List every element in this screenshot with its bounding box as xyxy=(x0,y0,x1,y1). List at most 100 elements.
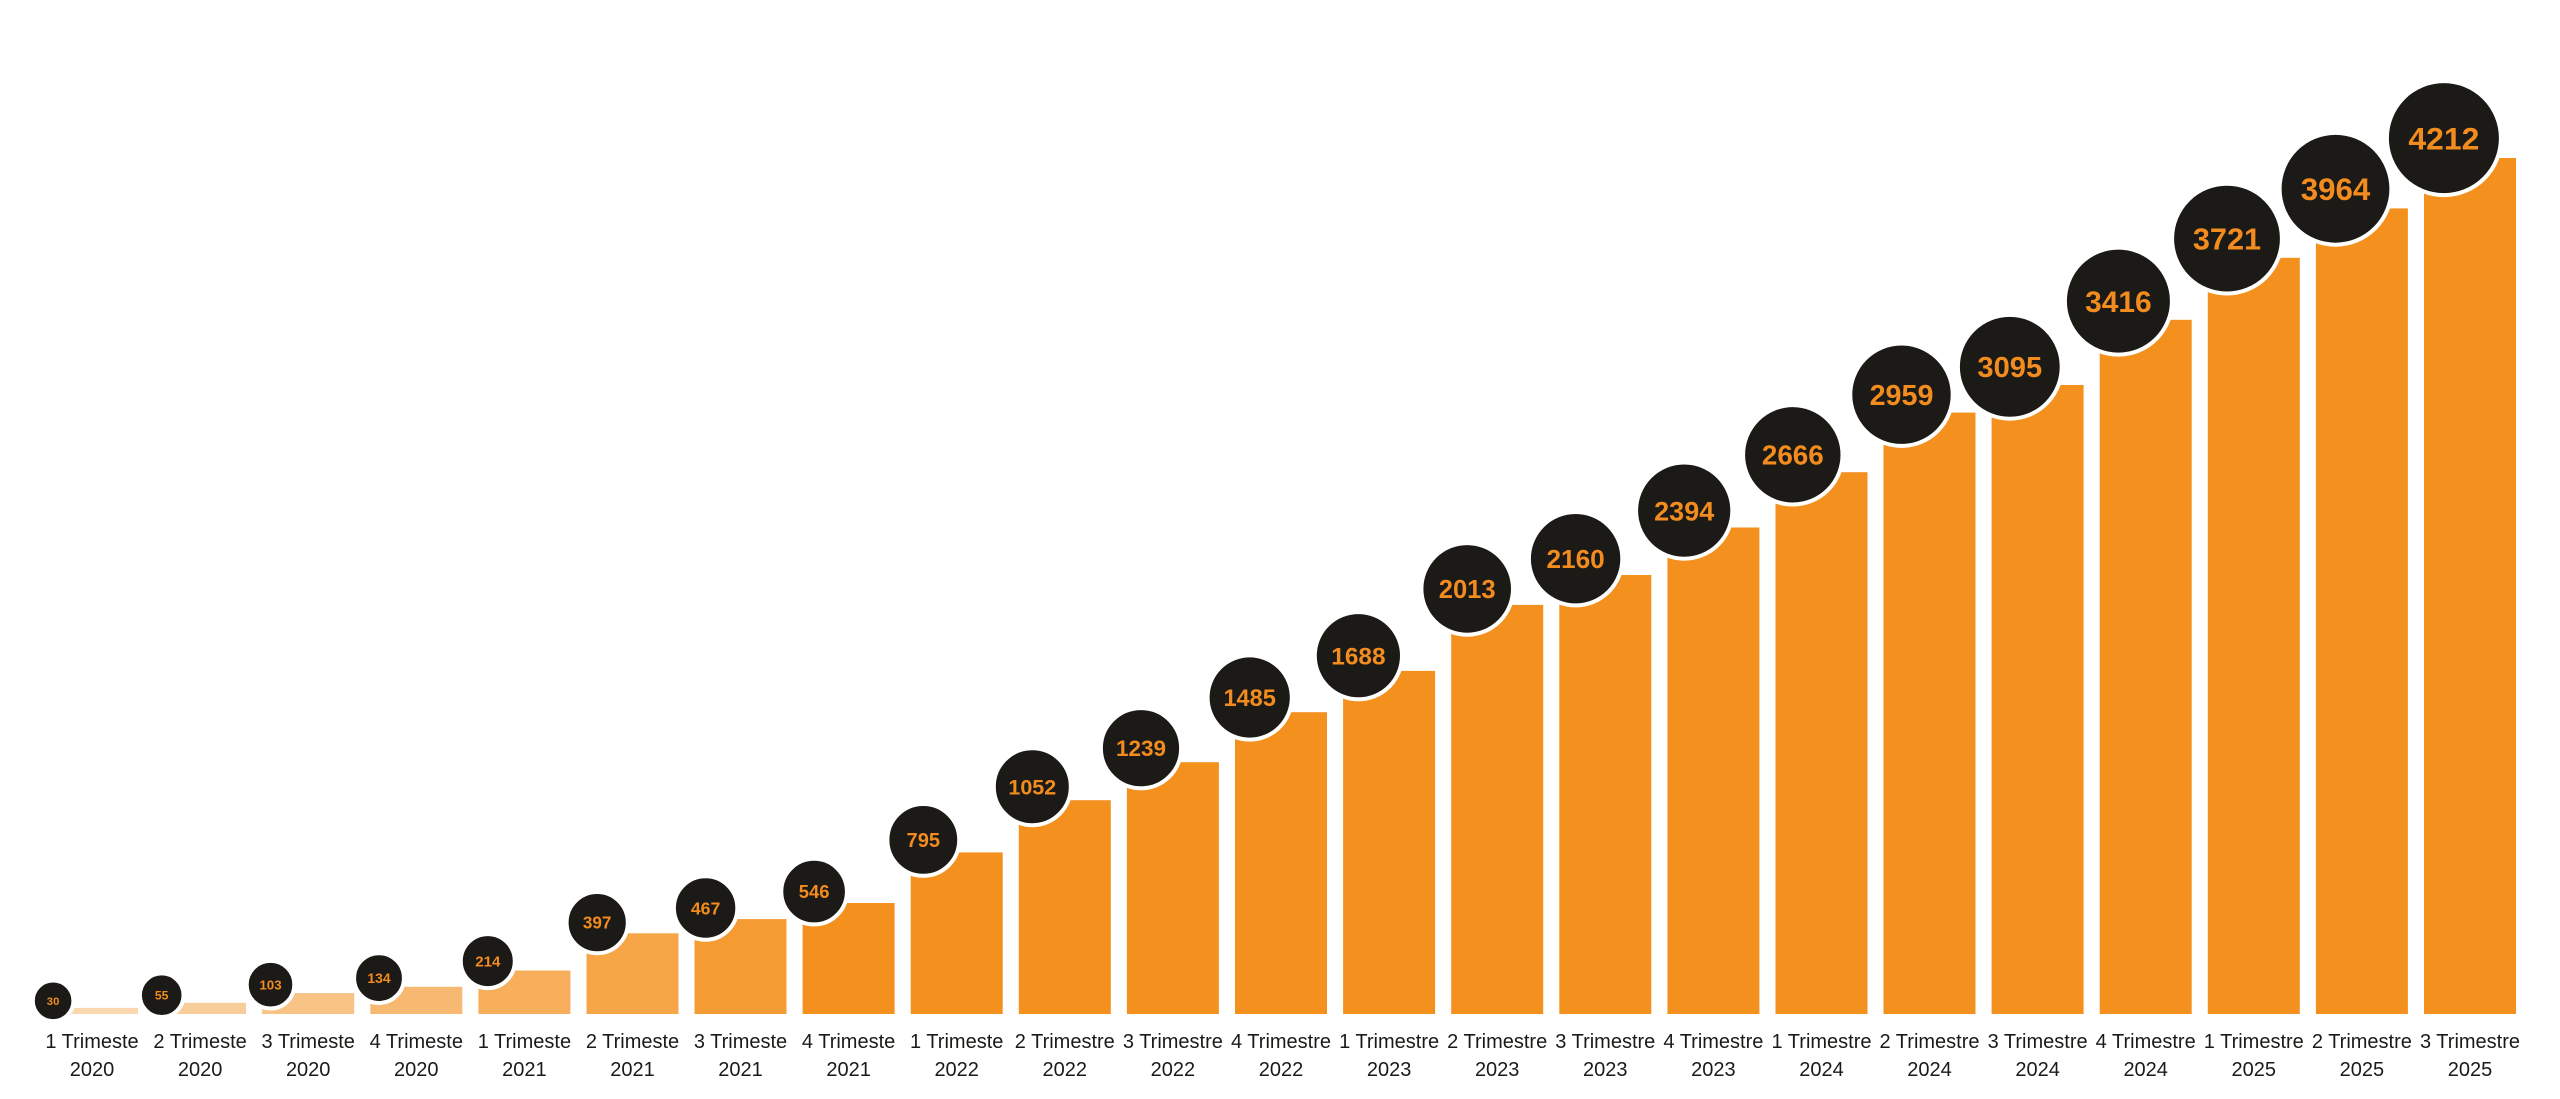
data-label-badge xyxy=(352,951,406,1005)
x-tick-label: 3 Trimestre 2025 xyxy=(2420,1031,2520,1081)
data-label-badge xyxy=(1848,341,1955,448)
data-label: 1052 xyxy=(991,746,1073,828)
bar xyxy=(2099,319,2192,1014)
data-label-text: 103 xyxy=(259,978,281,993)
x-tick-label: 2 Trimestre 2025 xyxy=(2312,1031,2412,1081)
data-label: 2013 xyxy=(1419,541,1515,637)
data-labels-layer: 30 55 103 134 214 397 467 546 795 1052 1239 1485 168… xyxy=(30,79,2503,1024)
x-tick-label: 3 Trimeste 2021 xyxy=(694,1031,787,1081)
data-label-text: 3095 xyxy=(1977,352,2042,384)
data-label-text: 1485 xyxy=(1223,686,1276,712)
data-label: 3095 xyxy=(1955,312,2064,421)
x-tick-label: 1 Trimeste 2022 xyxy=(910,1031,1003,1081)
data-label: 2959 xyxy=(1848,341,1955,448)
data-label: 214 xyxy=(458,932,517,991)
data-label-badge xyxy=(244,958,297,1011)
data-label-text: 214 xyxy=(475,954,501,971)
data-label: 3721 xyxy=(2170,181,2284,296)
data-label-badge xyxy=(2384,79,2503,198)
data-label: 3964 xyxy=(2277,130,2394,247)
data-label-badge xyxy=(2170,181,2284,296)
bar xyxy=(1451,604,1544,1014)
bars-layer xyxy=(46,158,2516,1015)
bar xyxy=(1991,385,2084,1014)
data-label-text: 2160 xyxy=(1546,544,1604,574)
bar xyxy=(46,1007,138,1014)
data-label-badge xyxy=(671,874,740,942)
x-tick-label: 1 Trimestre 2025 xyxy=(2204,1031,2304,1081)
data-label-text: 3721 xyxy=(2193,222,2261,257)
data-label: 2666 xyxy=(1741,403,1845,507)
data-label-badge xyxy=(885,802,962,878)
data-label: 103 xyxy=(244,958,297,1011)
bar xyxy=(1126,762,1219,1014)
data-label-badge xyxy=(1205,653,1294,742)
data-label: 3416 xyxy=(2062,245,2174,357)
bar xyxy=(1235,712,1327,1014)
data-label: 1688 xyxy=(1312,610,1405,702)
data-label: 4212 xyxy=(2384,79,2503,198)
data-label-badge xyxy=(1955,312,2064,421)
data-label-text: 3416 xyxy=(2085,286,2152,319)
x-tick-label: 2 Trimestre 2023 xyxy=(1447,1031,1547,1081)
data-label-badge xyxy=(564,890,630,956)
x-tick-label: 1 Trimestre 2024 xyxy=(1771,1031,1871,1081)
data-label-text: 4212 xyxy=(2408,121,2479,157)
data-label-text: 30 xyxy=(47,996,60,1008)
x-tick-label: 4 Trimestre 2024 xyxy=(2096,1031,2196,1081)
data-label-text: 2394 xyxy=(1654,496,1714,526)
data-label: 2394 xyxy=(1634,460,1735,561)
data-label: 546 xyxy=(779,856,849,927)
data-label-badge xyxy=(2062,245,2174,357)
data-label-badge xyxy=(1312,610,1405,702)
x-tick-label: 1 Trimestre 2023 xyxy=(1339,1031,1439,1081)
x-tick-label: 4 Trimeste 2021 xyxy=(802,1031,895,1081)
x-tick-label: 4 Trimeste 2020 xyxy=(370,1031,463,1081)
x-tick-label: 1 Trimeste 2020 xyxy=(45,1031,138,1081)
x-tick-label: 3 Trimestre 2024 xyxy=(1988,1031,2088,1081)
data-label: 467 xyxy=(671,874,740,942)
bar xyxy=(1883,412,1976,1015)
x-tick-label: 2 Trimestre 2022 xyxy=(1015,1031,1115,1081)
data-label-text: 55 xyxy=(155,989,169,1003)
data-label-badge xyxy=(2277,130,2394,247)
data-label: 55 xyxy=(137,971,186,1020)
data-label: 795 xyxy=(885,802,962,878)
data-label-badge xyxy=(137,971,186,1020)
x-tick-label: 3 Trimestre 2022 xyxy=(1123,1031,1223,1081)
x-tick-label: 3 Trimeste 2020 xyxy=(262,1031,355,1081)
x-tick-label: 4 Trimestre 2023 xyxy=(1663,1031,1763,1081)
data-label-text: 2666 xyxy=(1762,440,1824,471)
data-label-badge xyxy=(1419,541,1515,637)
bar xyxy=(1559,575,1652,1014)
bar xyxy=(2315,208,2408,1014)
data-label-text: 397 xyxy=(583,914,612,933)
data-label: 397 xyxy=(564,890,630,956)
bar xyxy=(2207,257,2300,1014)
data-label: 2160 xyxy=(1526,510,1625,608)
x-tick-label: 2 Trimeste 2020 xyxy=(153,1031,246,1081)
data-label-text: 2013 xyxy=(1439,576,1496,604)
data-label-text: 1688 xyxy=(1331,643,1385,670)
bar xyxy=(1018,800,1111,1014)
data-label-badge xyxy=(458,932,517,991)
bar xyxy=(1343,670,1436,1014)
bar xyxy=(1775,472,1868,1014)
data-label: 134 xyxy=(352,951,406,1005)
data-label: 1485 xyxy=(1205,653,1294,742)
data-label-text: 1052 xyxy=(1008,775,1056,799)
data-label-text: 467 xyxy=(691,898,721,918)
x-tick-label: 1 Trimeste 2021 xyxy=(478,1031,571,1081)
data-label-badge xyxy=(30,978,76,1024)
data-label-text: 546 xyxy=(799,881,830,902)
data-label-text: 3964 xyxy=(2301,172,2371,207)
x-tick-label: 3 Trimestre 2023 xyxy=(1555,1031,1655,1081)
bar xyxy=(910,852,1003,1014)
x-tick-label: 2 Trimestre 2024 xyxy=(1879,1031,1979,1081)
data-label-text: 2959 xyxy=(1870,380,1934,412)
data-label-text: 795 xyxy=(907,830,941,852)
data-label-badge xyxy=(1526,510,1625,608)
data-label-badge xyxy=(779,856,849,927)
data-label: 30 xyxy=(30,978,76,1024)
